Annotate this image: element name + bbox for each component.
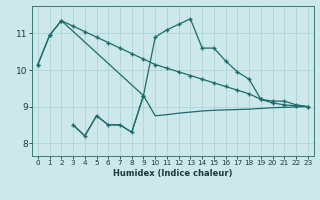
X-axis label: Humidex (Indice chaleur): Humidex (Indice chaleur)	[113, 169, 233, 178]
